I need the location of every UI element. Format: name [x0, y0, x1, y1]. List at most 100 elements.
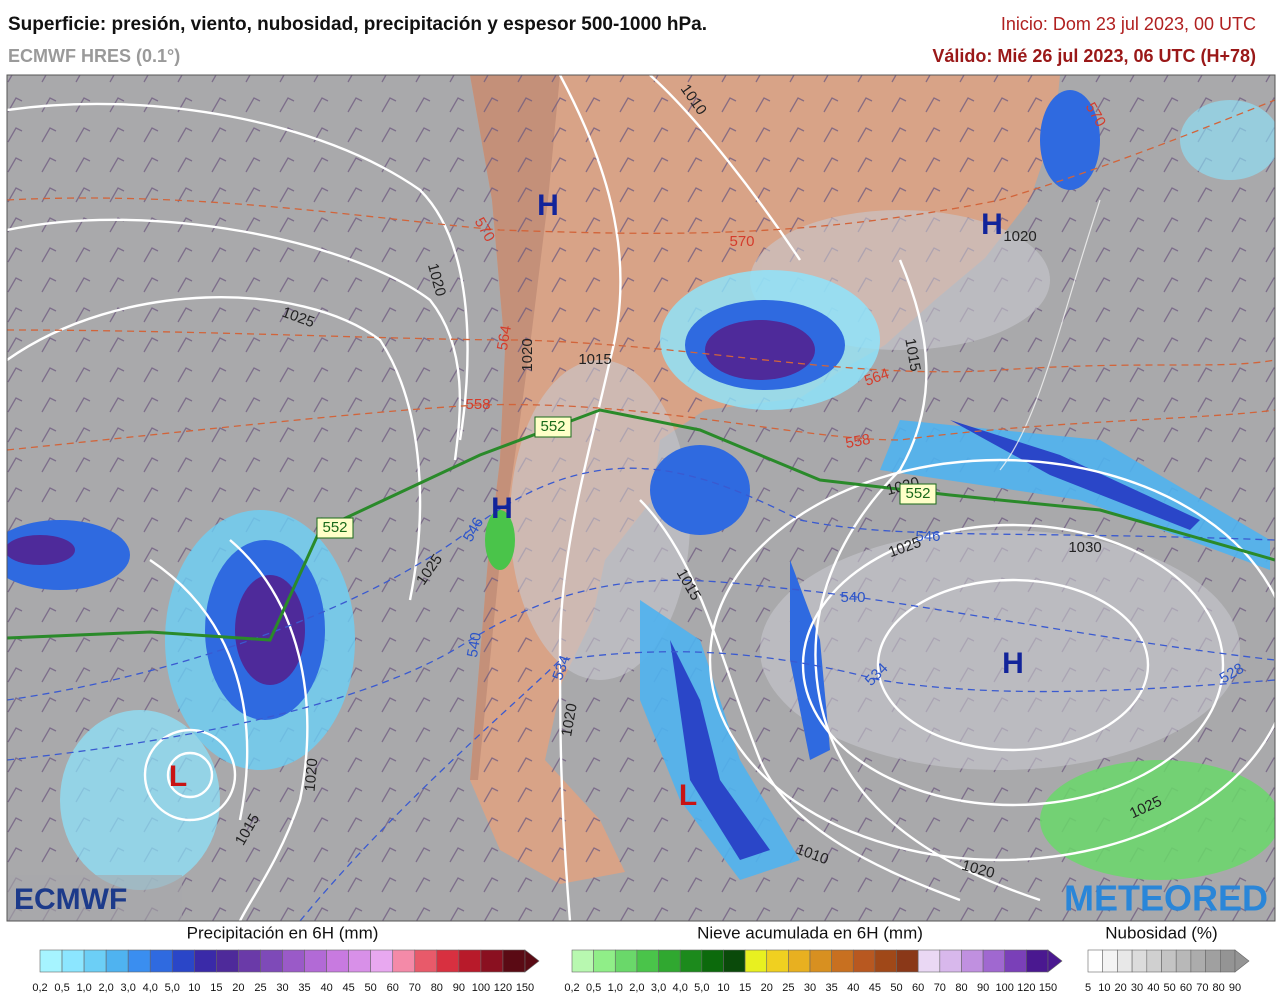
legend-label: 90	[453, 982, 465, 994]
legend-label: 5,0	[694, 982, 709, 994]
legend-label: 4,0	[143, 982, 158, 994]
legend-swatch	[614, 949, 638, 973]
legend-label: 35	[298, 982, 310, 994]
contour-label: 546	[915, 528, 940, 545]
legend-arrow	[1047, 949, 1063, 973]
legend-label: 0,2	[564, 982, 579, 994]
pressure-center: L	[169, 760, 187, 793]
cloud-cover	[510, 210, 1240, 770]
thickness-box	[534, 416, 572, 438]
legend-label: 5,0	[165, 982, 180, 994]
legend-swatch	[326, 949, 349, 973]
map-frame	[6, 74, 1276, 922]
contour-label: 1020	[302, 758, 322, 793]
legend-label: 150	[1039, 982, 1057, 994]
legend-label: 60	[387, 982, 399, 994]
legend-label: 30	[1131, 982, 1143, 994]
legend-arrow	[524, 949, 540, 973]
legend-label: 120	[494, 982, 512, 994]
legend-swatch	[831, 949, 854, 973]
legend-swatch	[348, 949, 371, 973]
legend-label: 0,2	[32, 982, 47, 994]
legend-label: 3,0	[651, 982, 666, 994]
legend-swatch	[436, 949, 460, 973]
legend-swatch	[896, 949, 919, 973]
legend-label: 10	[717, 982, 729, 994]
legend-swatch	[1004, 949, 1027, 973]
legend-label: 50	[365, 982, 377, 994]
legend-arrow	[1234, 949, 1250, 973]
legend-label: 20	[761, 982, 773, 994]
legend-title: Nieve acumulada en 6H (mm)	[697, 923, 923, 942]
legend-label: 25	[254, 982, 266, 994]
legend-swatch	[1131, 949, 1148, 973]
isobars	[7, 75, 1275, 921]
legend-label: 30	[276, 982, 288, 994]
legend-swatch	[304, 949, 327, 973]
legend-swatch	[744, 949, 768, 973]
legend-swatch	[1087, 949, 1103, 973]
legend-label: 20	[232, 982, 244, 994]
legend-label: 40	[320, 982, 332, 994]
legend-label: 3,0	[121, 982, 136, 994]
legend-swatch	[723, 949, 746, 973]
legend-swatch	[480, 949, 504, 973]
meteored-logo: METEORED	[1064, 878, 1268, 919]
legend-swatch	[1190, 949, 1206, 973]
legend-swatch	[502, 949, 526, 973]
pressure-center: H	[1002, 647, 1024, 680]
legend-label: 70	[1196, 982, 1208, 994]
pressure-center: L	[679, 779, 697, 812]
model: ECMWF HRES (0.1°)	[8, 46, 180, 66]
legend-swatch	[171, 949, 195, 973]
legend-label: 80	[1213, 982, 1225, 994]
contour-label: 558	[465, 396, 490, 413]
contour-label: 540	[840, 589, 865, 606]
contour-label: 1020	[519, 338, 536, 371]
legend-swatch	[83, 949, 107, 973]
legend-swatch	[238, 949, 261, 973]
legend-label: 30	[804, 982, 816, 994]
legend-label: 0,5	[54, 982, 69, 994]
contour-label: 564	[494, 324, 515, 352]
legend-swatch	[766, 949, 789, 973]
legend-label: 100	[996, 982, 1014, 994]
pressure-center: H	[537, 189, 559, 222]
legend-label: 10	[1098, 982, 1110, 994]
legend-swatch	[194, 949, 217, 973]
pressure-center: H	[981, 208, 1003, 241]
legend-swatch	[788, 949, 811, 973]
legend-label: 0,5	[586, 982, 601, 994]
thickness-lines	[7, 99, 1275, 921]
contour-label: 552	[540, 418, 565, 435]
legend-label: 35	[826, 982, 838, 994]
legend-swatch	[414, 949, 438, 973]
legend-label: 70	[409, 982, 421, 994]
legend-label: 1,0	[608, 982, 623, 994]
legend-swatch	[392, 949, 416, 973]
legend-swatch	[961, 949, 984, 973]
legend-swatch	[149, 949, 173, 973]
legend-swatch	[809, 949, 832, 973]
thickness-box	[316, 517, 354, 539]
ecmwf-logo: ECMWF	[14, 883, 127, 916]
contour-label: 1020	[1003, 228, 1036, 245]
legend-swatch	[458, 949, 482, 973]
legend-swatch	[939, 949, 962, 973]
legend-label: 10	[188, 982, 200, 994]
legend-swatch	[1117, 949, 1133, 973]
legend-label: 20	[1115, 982, 1127, 994]
legend-label: 40	[847, 982, 859, 994]
legend-label: 150	[516, 982, 534, 994]
legend-label: 50	[1164, 982, 1176, 994]
contour-label: 1020	[558, 702, 581, 738]
legend-swatch	[679, 949, 703, 973]
map: 1010102010201025101510201015102010251025…	[7, 75, 1275, 921]
legend-swatch	[1026, 949, 1049, 973]
legend-swatch	[1102, 949, 1118, 973]
legend-swatch	[874, 949, 897, 973]
legend-title: Nubosidad (%)	[1105, 923, 1217, 942]
legend-label: 2,0	[629, 982, 644, 994]
legend-label: 50	[890, 982, 902, 994]
legend-swatch	[260, 949, 283, 973]
